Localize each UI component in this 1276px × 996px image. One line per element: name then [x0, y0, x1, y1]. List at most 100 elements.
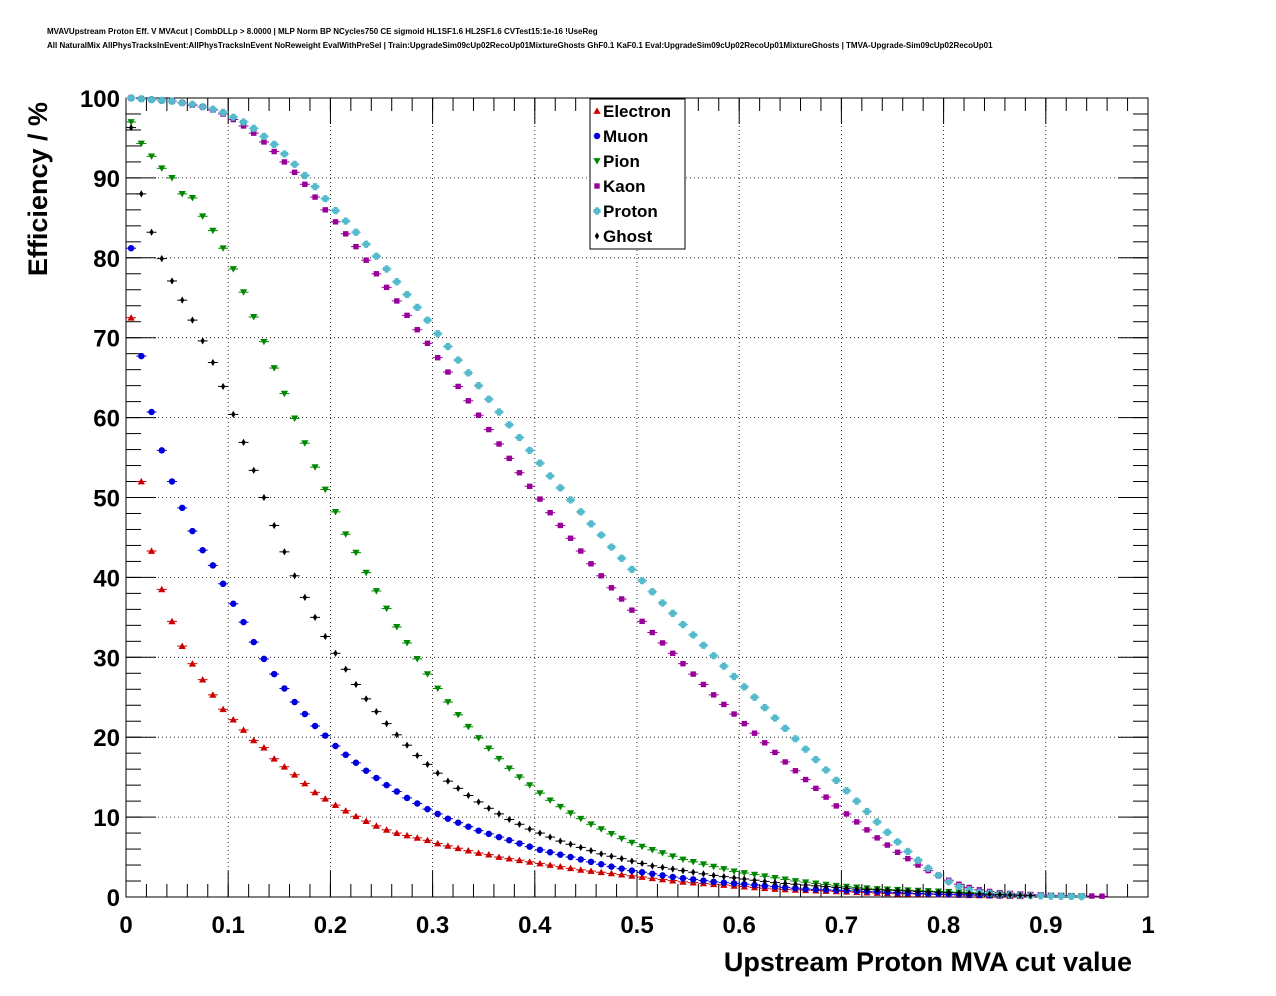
data-point: [527, 825, 532, 833]
data-point: [577, 508, 585, 516]
data-point: [280, 150, 289, 158]
data-point: [772, 879, 778, 887]
data-point: [832, 776, 840, 784]
data-point: [404, 741, 410, 749]
legend-marker: [594, 232, 600, 240]
y-tick-label: 50: [93, 486, 120, 513]
data-point: [813, 882, 819, 890]
data-point: [322, 732, 329, 739]
data-point: [648, 874, 656, 882]
data-point: [280, 763, 289, 770]
data-point: [955, 883, 963, 891]
data-point: [342, 751, 349, 759]
data-point: [638, 873, 646, 880]
data-point: [466, 791, 471, 800]
data-point: [546, 861, 554, 868]
data-point: [587, 858, 595, 866]
data-point: [188, 100, 197, 108]
data-point: [343, 665, 348, 673]
data-point: [884, 842, 891, 848]
data-point: [628, 867, 636, 874]
data-point: [638, 843, 646, 851]
data-point: [127, 94, 135, 102]
data-point: [546, 472, 554, 480]
data-point: [464, 369, 472, 377]
data-point: [383, 781, 390, 789]
data-point: [434, 810, 441, 818]
x-tick-label: 1: [1141, 912, 1154, 939]
data-point: [823, 794, 829, 800]
data-point: [261, 139, 267, 145]
x-tick-label: 0.7: [825, 912, 858, 939]
data-point: [670, 650, 676, 657]
data-point: [199, 676, 207, 683]
data-point: [373, 774, 380, 782]
series-proton: [126, 94, 1087, 901]
data-point: [658, 850, 667, 857]
data-point: [353, 680, 359, 689]
data-point: [660, 863, 665, 872]
data-point: [547, 833, 553, 841]
data-point: [914, 856, 922, 864]
data-point: [659, 640, 666, 646]
data-point: [720, 879, 728, 886]
data-point: [364, 695, 369, 703]
data-point: [250, 124, 258, 132]
data-point: [639, 618, 645, 625]
data-point: [761, 882, 768, 890]
data-point: [281, 685, 288, 692]
data-point: [669, 609, 677, 617]
data-point: [495, 853, 503, 860]
data-point: [618, 865, 625, 872]
data-point: [301, 171, 309, 180]
data-point: [607, 830, 616, 838]
data-point: [566, 864, 575, 872]
data-point: [556, 863, 564, 870]
legend-item-pion: Pion: [593, 152, 640, 171]
data-point: [281, 159, 288, 165]
data-point: [557, 522, 564, 529]
data-point: [731, 874, 737, 882]
data-point: [415, 751, 420, 760]
data-point: [568, 840, 573, 848]
data-point: [618, 835, 626, 843]
data-point: [782, 759, 788, 765]
data-point: [374, 708, 379, 716]
data-point: [547, 509, 553, 516]
data-point: [219, 245, 227, 252]
data-point: [486, 426, 492, 433]
data-point: [1077, 893, 1086, 901]
data-point: [781, 884, 789, 891]
data-point: [159, 254, 164, 263]
data-point: [128, 123, 134, 132]
legend-marker: [593, 207, 601, 215]
data-point: [352, 759, 360, 767]
data-point: [200, 337, 205, 345]
data-point: [791, 735, 800, 743]
data-point: [270, 670, 278, 678]
data-point: [875, 886, 880, 894]
data-point: [864, 885, 870, 894]
data-point: [444, 815, 452, 822]
data-point: [885, 886, 890, 894]
y-tick-label: 80: [93, 246, 120, 273]
data-point: [741, 720, 748, 727]
data-point: [783, 879, 788, 888]
data-point: [537, 496, 543, 502]
data-point: [1089, 893, 1095, 899]
data-point: [138, 352, 145, 360]
data-point: [1067, 892, 1075, 901]
data-point: [229, 266, 237, 273]
data-point: [486, 804, 491, 812]
data-point: [843, 811, 850, 817]
data-point: [394, 298, 400, 304]
y-tick-label: 90: [93, 166, 120, 193]
data-point: [505, 765, 513, 772]
data-point: [771, 883, 779, 890]
data-point: [658, 875, 667, 883]
data-point: [424, 340, 431, 346]
data-point: [536, 790, 544, 797]
y-tick-labels: 0 10 20 30 40 50 60 70 80 90 100: [80, 86, 120, 912]
data-point: [435, 769, 440, 777]
